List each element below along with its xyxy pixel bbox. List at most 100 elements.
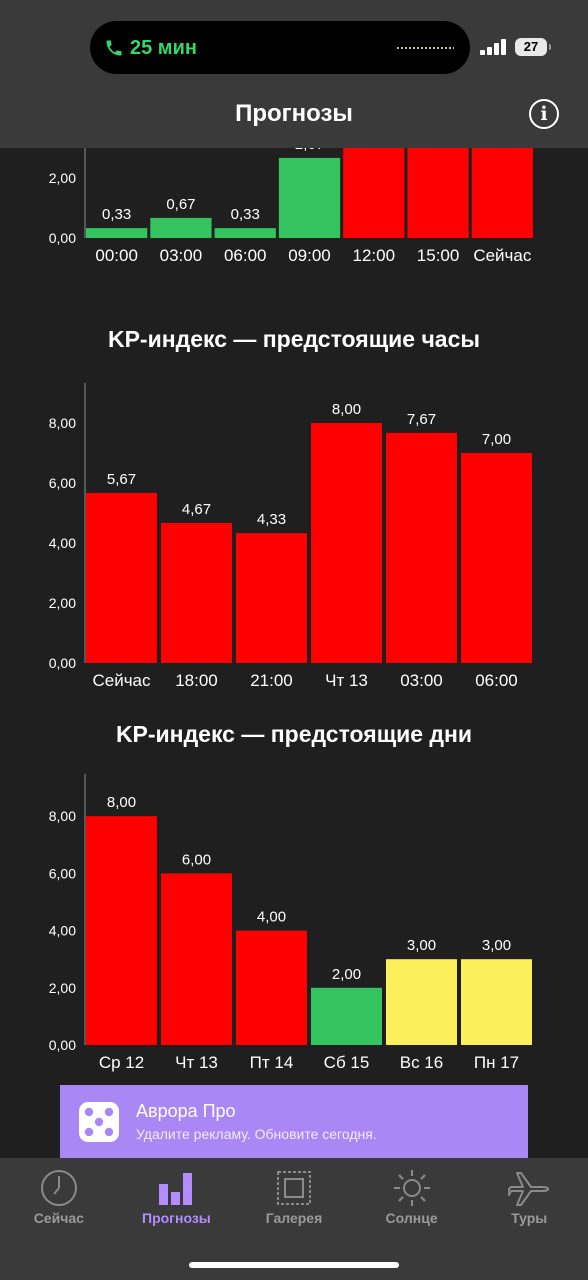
chart-bar [471,148,533,238]
x-category-label: 00:00 [95,246,138,265]
x-category-label: 15:00 [417,246,460,265]
chart-bar [86,228,148,238]
x-category-label: 06:00 [224,246,267,265]
clock-icon [40,1170,77,1206]
tab-bar: Сейчас Прогнозы Галерея [0,1158,588,1280]
bar-value-label: 2,00 [332,966,361,983]
bar-value-label: 4,00 [257,909,286,926]
bar-value-label: 4,33 [257,511,286,528]
chart-bar [161,873,232,1045]
chart-title-days: KP-индекс — предстоящие дни [115,721,473,747]
phone-icon [106,40,122,56]
y-tick-label: 0,00 [49,1037,76,1053]
chart-recent-kp: 0,002,004,000,3300:000,6703:000,3306:002… [0,148,588,278]
chart-bar [461,959,532,1045]
bar-value-label: 8,00 [107,794,136,811]
chart-bar [311,987,382,1045]
bar-chart-icon [159,1173,193,1205]
chart-title-hours: KP-индекс — предстоящие часы [107,326,481,352]
dynamic-island[interactable]: 25 мин [90,21,470,74]
signal-icon [480,39,506,55]
bar-value-label: 7,67 [407,411,436,428]
tab-forecasts[interactable]: Прогнозы [118,1158,236,1280]
tab-label: Сейчас [33,1210,84,1226]
chart-bar [86,492,157,663]
bar-value-label: 0,33 [102,206,131,223]
y-tick-label: 8,00 [49,808,76,824]
bar-value-label: 4,67 [182,501,211,518]
chart-bar [214,228,276,238]
chart-bar [278,157,341,238]
x-category-label: 12:00 [353,246,396,265]
x-category-label: 03:00 [160,246,203,265]
bar-value-label: 6,00 [182,851,211,868]
chart-bar [386,432,457,663]
chart-bar [386,959,457,1045]
y-tick-label: 0,00 [49,655,76,671]
chart-bar [150,217,212,238]
sun-icon [393,1170,430,1206]
y-tick-label: 4,00 [49,923,76,939]
ad-title: Аврора Про [136,1101,236,1121]
tab-sun[interactable]: Солнце [353,1158,471,1280]
x-category-label: 09:00 [288,246,331,265]
info-icon[interactable]: i [529,99,559,129]
tab-label: Галерея [265,1210,323,1226]
bar-value-label: 8,00 [332,401,361,418]
y-tick-label: 4,00 [49,535,76,551]
x-category-label: Сейчас [473,246,532,265]
x-category-label: Чт 13 [175,1053,218,1072]
tab-label: Прогнозы [142,1210,211,1226]
gallery-frame-icon [276,1171,311,1205]
dice-icon [79,1101,119,1142]
call-indicator: 25 мин [104,34,197,62]
y-tick-label: 2,00 [49,595,76,611]
x-category-label: Пт 14 [250,1053,294,1072]
chart-bar [236,930,307,1045]
x-category-label: 03:00 [400,671,443,690]
tab-label: Солнце [385,1210,438,1226]
y-tick-label: 2,00 [49,980,76,996]
tab-tours[interactable]: Туры [470,1158,588,1280]
bar-value-label: 3,00 [407,937,436,954]
bar-value-label: 0,67 [166,196,195,213]
bar-value-label: 7,00 [482,431,511,448]
tab-now[interactable]: Сейчас [0,1158,118,1280]
x-category-label: 18:00 [175,671,218,690]
bar-value-label: 5,67 [107,471,136,488]
home-indicator [189,1262,399,1268]
top-area: 25 мин 27 Прогнозы i [0,0,588,148]
x-category-label: 21:00 [250,671,293,690]
y-tick-label: 0,00 [49,230,76,246]
battery-icon: 27 [515,38,551,56]
forecast-scroll-area[interactable]: 0,00 2,00 4,00 0,33 00:00 0,67 03:00 0,33 06:00 2… [0,148,588,1085]
chart-bar [407,148,469,238]
call-duration: 25 мин [130,36,197,59]
x-category-label: 06:00 [475,671,518,690]
chart-kp-hours: 0,00 2,00 4,00 6,00 8,00 5,67 Сейчас 4,67 18:00 4… [0,373,588,703]
y-tick-label: 6,00 [49,475,76,491]
tab-label: Туры [511,1210,548,1226]
x-category-label: Пн 17 [474,1053,519,1072]
audio-waveform [396,47,454,49]
ad-banner[interactable]: Аврора Про Удалите рекламу. Обновите сег… [60,1085,528,1158]
y-tick-label: 6,00 [49,865,76,881]
x-category-label: Сейчас [92,671,151,690]
airplane-icon [508,1172,550,1206]
chart-bar [86,816,157,1045]
chart-kp-days: 0,00 2,00 4,00 6,00 8,00 8,00 Ср 12 6,00 Чт 13 4,… [0,768,588,1083]
chart-bar [161,522,232,663]
x-category-label: Сб 15 [324,1053,370,1072]
chart-bar [461,453,532,663]
bar-value-label: 2,67 [295,148,324,153]
x-category-label: Чт 13 [325,671,368,690]
x-category-label: Ср 12 [99,1053,144,1072]
ad-subtitle: Удалите рекламу. Обновите сегодня. [136,1126,377,1142]
page-title: Прогнозы [235,100,353,127]
x-category-label: Вс 16 [400,1053,443,1072]
chart-bar [311,423,382,663]
tab-gallery[interactable]: Галерея [235,1158,353,1280]
y-tick-label: 8,00 [49,415,76,431]
bar-value-label: 3,00 [482,937,511,954]
bar-value-label: 0,33 [231,206,260,223]
